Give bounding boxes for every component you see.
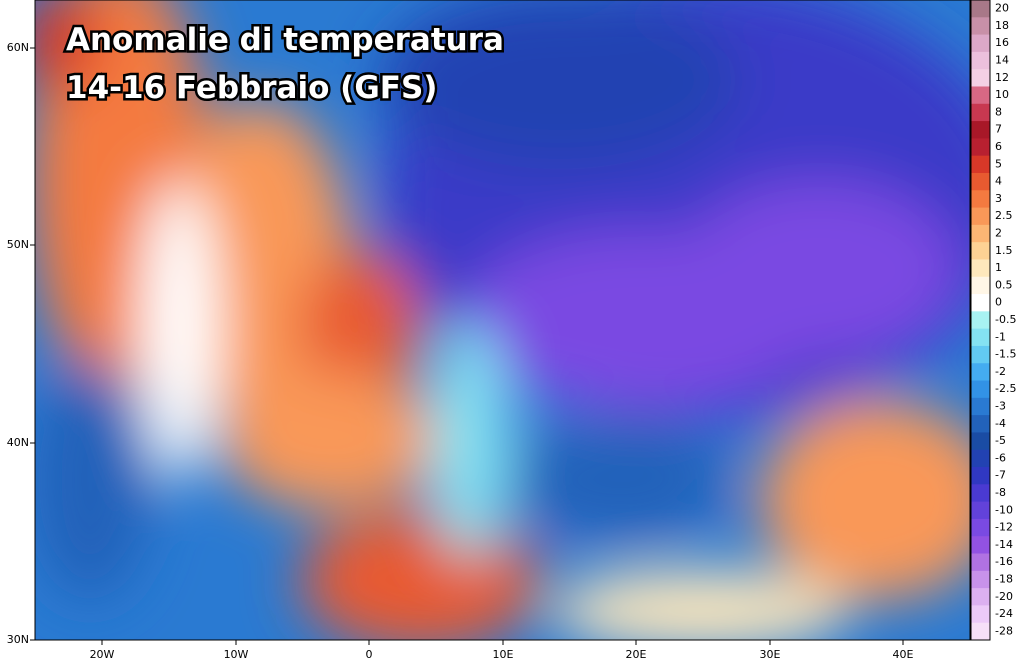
colorbar-swatch <box>971 69 990 87</box>
lat-label: 50N <box>7 238 29 251</box>
colorbar-swatch <box>971 588 990 606</box>
lon-label: 30E <box>760 648 781 661</box>
colorbar-swatch <box>971 397 990 416</box>
colorbar-swatch <box>971 380 990 399</box>
colorbar-swatch <box>971 242 990 260</box>
colorbar-label: 4 <box>995 175 1002 188</box>
colorbar-label: -14 <box>995 538 1013 551</box>
colorbar-swatch <box>971 467 990 485</box>
colorbar-label: 0 <box>995 296 1002 309</box>
colorbar-label: 3 <box>995 192 1002 205</box>
colorbar-label: -18 <box>995 572 1013 585</box>
colorbar-label: -16 <box>995 555 1013 568</box>
colorbar-label: -6 <box>995 451 1006 464</box>
colorbar-swatch <box>971 432 990 451</box>
colorbar-swatch <box>971 484 990 503</box>
colorbar-swatch <box>971 103 990 122</box>
colorbar-frame <box>970 0 991 641</box>
colorbar-swatch <box>971 51 990 70</box>
colorbar-label: 7 <box>995 123 1002 136</box>
colorbar-label: -3 <box>995 399 1006 412</box>
colorbar-swatch <box>971 224 990 243</box>
colorbar-swatch <box>971 501 990 520</box>
colorbar-label: -8 <box>995 486 1006 499</box>
colorbar-swatch <box>971 0 990 18</box>
lon-label: 0 <box>366 648 373 661</box>
colorbar-swatch <box>971 553 990 572</box>
colorbar-label: 1 <box>995 261 1002 274</box>
colorbar-swatch <box>971 207 990 226</box>
colorbar-label: -4 <box>995 417 1006 430</box>
title-line: 14-16 Febbraio (GFS) <box>66 70 437 106</box>
lat-label: 30N <box>7 633 29 646</box>
colorbar-swatch <box>971 121 990 139</box>
colorbar-swatch <box>971 190 990 209</box>
colorbar-swatch <box>971 449 990 468</box>
colorbar-swatch <box>971 536 990 555</box>
colorbar-label: -7 <box>995 469 1006 482</box>
colorbar-label: -24 <box>995 607 1013 620</box>
colorbar-label: -1.5 <box>995 348 1016 361</box>
colorbar-label: 18 <box>995 19 1009 32</box>
colorbar-label: -10 <box>995 503 1013 516</box>
colorbar-swatch <box>971 34 990 53</box>
colorbar-label: 8 <box>995 105 1002 118</box>
colorbar-swatch <box>971 605 990 624</box>
colorbar-label: 2.5 <box>995 209 1013 222</box>
lon-label: 40E <box>893 648 914 661</box>
lat-label: 60N <box>7 41 29 54</box>
colorbar-label: -20 <box>995 590 1013 603</box>
colorbar-swatch <box>971 570 990 589</box>
colorbar-label: -1 <box>995 330 1006 343</box>
colorbar-label: 5 <box>995 157 1002 170</box>
colorbar-swatch <box>971 86 990 105</box>
colorbar-label: -2 <box>995 365 1006 378</box>
colorbar-label: 14 <box>995 54 1009 67</box>
colorbar-swatch <box>971 363 990 382</box>
colorbar-swatch <box>971 311 990 330</box>
colorbar-label: 6 <box>995 140 1002 153</box>
colorbar-swatch <box>971 345 990 364</box>
colorbar-swatch <box>971 17 990 36</box>
colorbar-label: 16 <box>995 36 1009 49</box>
lon-label: 10W <box>224 648 249 661</box>
colorbar-label: 2 <box>995 227 1002 240</box>
colorbar-label: 20 <box>995 2 1009 15</box>
colorbar-label: -0.5 <box>995 313 1016 326</box>
lon-label: 20E <box>626 648 647 661</box>
colorbar-swatch <box>971 276 990 295</box>
colorbar-swatch <box>971 622 990 641</box>
colorbar-label: 0.5 <box>995 278 1013 291</box>
lon-label: 10E <box>493 648 514 661</box>
colorbar-label: -12 <box>995 521 1013 534</box>
lon-label: 20W <box>90 648 115 661</box>
colorbar-swatch <box>971 328 990 347</box>
colorbar-label: 10 <box>995 88 1009 101</box>
colorbar-label: -28 <box>995 624 1013 637</box>
colorbar-label: 1.5 <box>995 244 1013 257</box>
colorbar-swatch <box>971 172 990 191</box>
lat-label: 40N <box>7 436 29 449</box>
colorbar-swatch <box>971 259 990 278</box>
colorbar-label: -5 <box>995 434 1006 447</box>
colorbar-swatch <box>971 518 990 537</box>
title-line: Anomalie di temperatura <box>66 22 504 58</box>
colorbar-swatch <box>971 294 990 312</box>
colorbar-swatch <box>971 155 990 174</box>
colorbar-swatch <box>971 138 990 157</box>
colorbar-label: -2.5 <box>995 382 1016 395</box>
colorbar-swatch <box>971 415 990 433</box>
map-field <box>35 0 970 640</box>
colorbar-label: 12 <box>995 71 1009 84</box>
